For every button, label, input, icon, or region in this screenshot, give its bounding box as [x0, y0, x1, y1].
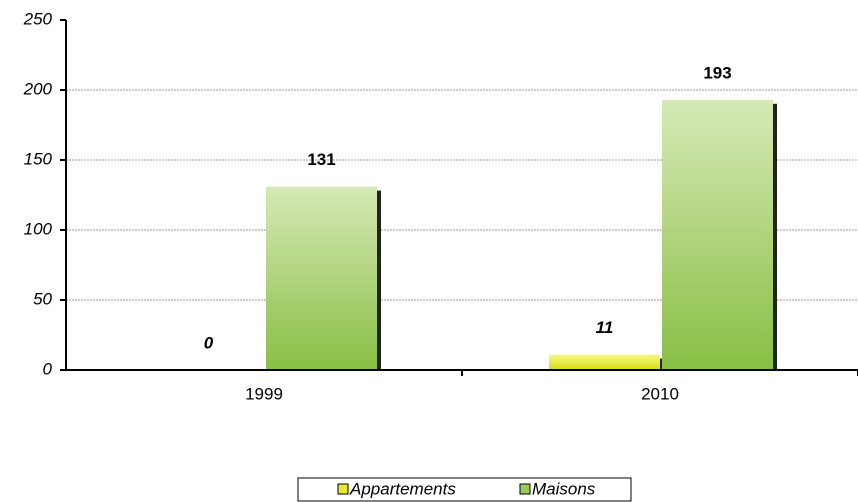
y-tick-label: 50 [33, 289, 52, 308]
data-label: 131 [307, 150, 335, 169]
bar [662, 99, 773, 371]
y-tick-label: 100 [24, 219, 53, 238]
legend-swatch [519, 483, 531, 495]
y-tick-label: 0 [43, 359, 53, 378]
bar [549, 354, 660, 370]
legend-label: Maisons [532, 479, 596, 498]
legend-box [297, 477, 632, 502]
x-tick-label: 1999 [245, 384, 283, 403]
x-tick-label: 2010 [641, 384, 679, 403]
legend-label: Appartements [349, 479, 456, 498]
data-label: 193 [703, 63, 731, 82]
bar [266, 186, 377, 370]
data-label: 0 [204, 333, 214, 352]
data-label: 11 [596, 318, 614, 337]
y-tick-label: 150 [24, 149, 53, 168]
legend-swatch [337, 483, 349, 495]
y-tick-label: 250 [23, 9, 53, 28]
y-tick-label: 200 [23, 79, 53, 98]
